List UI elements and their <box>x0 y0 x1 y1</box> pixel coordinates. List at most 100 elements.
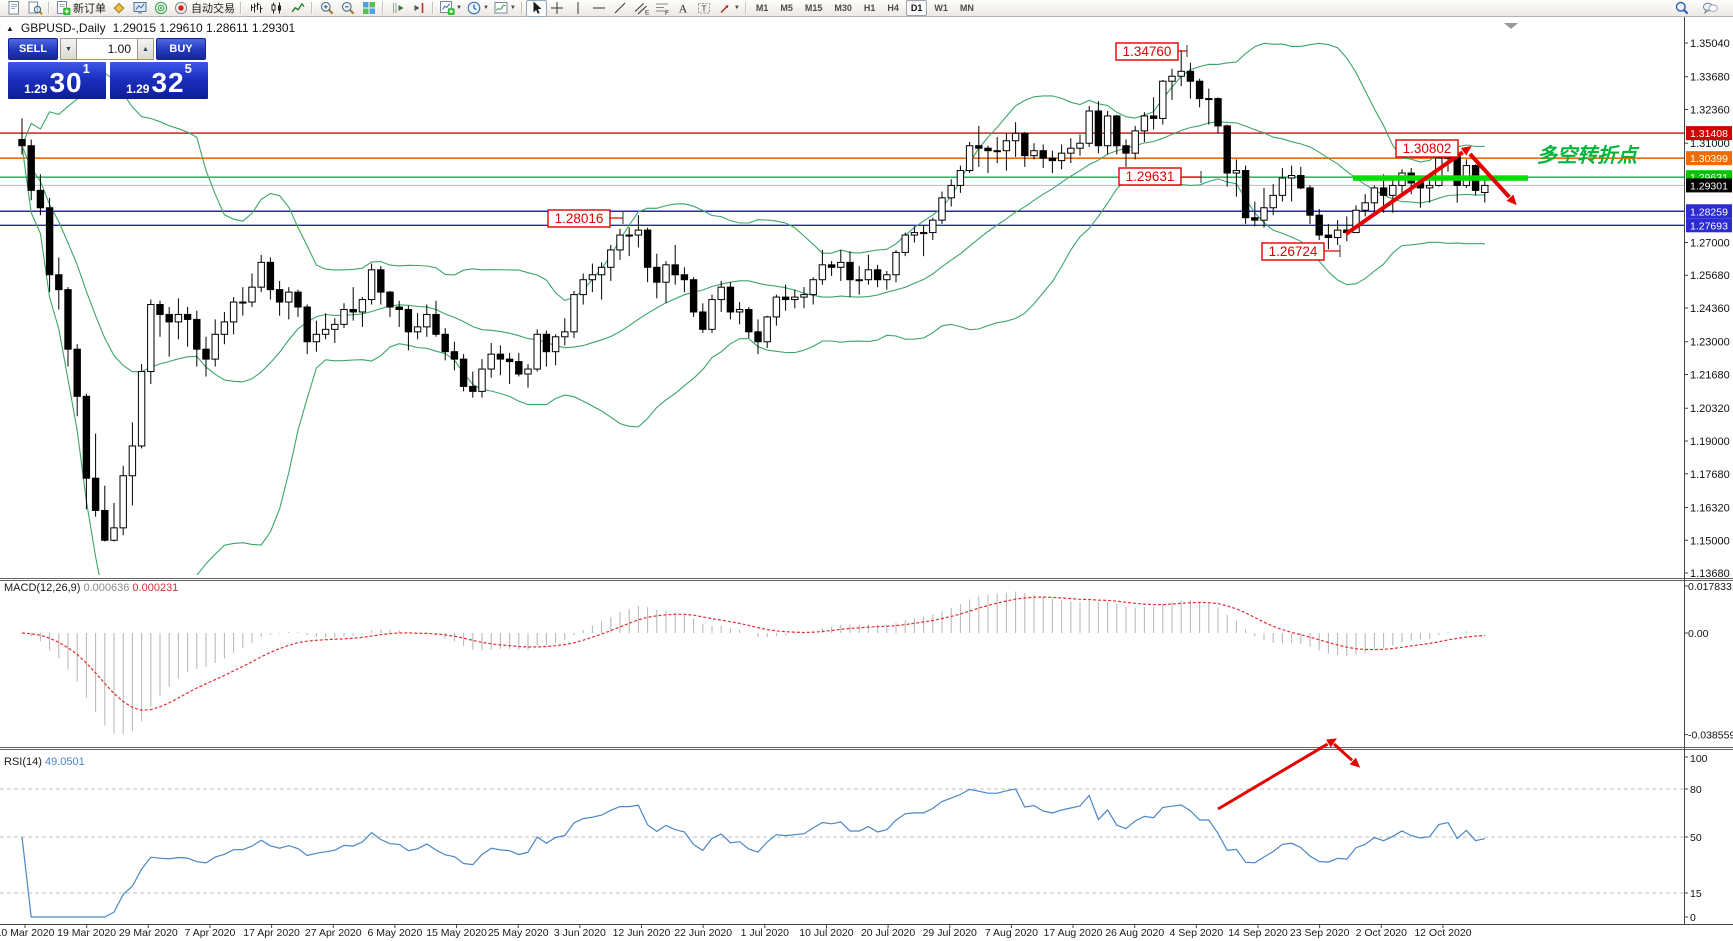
support-label-box[interactable] <box>547 209 611 228</box>
candlestick-chart-button[interactable] <box>266 0 287 17</box>
chart-profiles-button[interactable] <box>24 0 45 17</box>
low-label-box[interactable] <box>1261 242 1325 261</box>
volume-input[interactable]: 1.00 <box>77 38 137 60</box>
new-order-button[interactable]: 新订单 <box>53 0 108 17</box>
toolbar-separator <box>382 2 384 14</box>
rsi-scale[interactable]: 100 80 50 15 0 <box>1684 753 1708 924</box>
trend-down-arrow[interactable] <box>1468 152 1511 199</box>
candle-body <box>1269 194 1277 209</box>
horizontal-level-lines[interactable] <box>0 132 1684 227</box>
timeframe-w1-button[interactable]: W1 <box>934 3 948 13</box>
candle-body <box>193 318 201 350</box>
buy-price-display[interactable]: 1.29 32 5 <box>110 62 208 99</box>
timeframe-h1-button[interactable]: H1 <box>863 3 876 13</box>
time-axis[interactable]: 10 Mar 2020 19 Mar 2020 29 Mar 2020 7 Apr 2… <box>0 924 1472 939</box>
sell-price-display[interactable]: 1.29 30 1 <box>8 62 106 99</box>
volume-down-button[interactable]: ▼ <box>60 38 77 60</box>
autotrading-button[interactable]: 自动交易 <box>171 0 237 17</box>
periods-icon <box>467 1 481 15</box>
chart-shift-marker[interactable] <box>1504 23 1518 29</box>
vertical-line-button[interactable] <box>568 0 589 17</box>
crosshair-button[interactable] <box>547 0 568 17</box>
macd-signal-line <box>21 596 1485 711</box>
zoom-out-button[interactable] <box>337 0 358 17</box>
data-window-button[interactable] <box>129 0 150 17</box>
indicators-button[interactable]: ▼ <box>437 0 464 17</box>
indicators-icon <box>440 1 455 15</box>
text-label-button[interactable]: T <box>694 0 715 17</box>
resistance-label-text: 1.30802 <box>1403 141 1452 156</box>
bar-chart-button[interactable] <box>245 0 266 17</box>
pivot-label-box[interactable] <box>1118 167 1182 186</box>
market-watch-button[interactable] <box>108 0 129 17</box>
candle-body <box>110 527 118 541</box>
new-chart-button[interactable] <box>3 0 24 17</box>
search-button[interactable] <box>1671 0 1692 17</box>
price-badge <box>1686 204 1732 219</box>
periods-button[interactable]: ▼ <box>464 0 491 17</box>
trendline-button[interactable] <box>610 0 631 17</box>
price-badge-label: 1.28259 <box>1690 206 1728 218</box>
timeframe-h4-button[interactable]: H4 <box>887 3 899 13</box>
timeframe-m1-button[interactable]: M1 <box>755 3 769 13</box>
chart-window[interactable]: 1.34760 1.30802 1.29631 1.28016 1.26724 多空转折点… <box>0 17 1733 941</box>
horizontal-line-button[interactable] <box>589 0 610 17</box>
arrows-button[interactable]: ▼ <box>715 0 742 17</box>
candle-body <box>800 294 808 298</box>
rsi-up-arrow-head <box>1326 738 1338 748</box>
rsi-tick-label: 0 <box>1690 912 1696 924</box>
line-chart-button[interactable] <box>287 0 308 17</box>
candle-body <box>956 170 965 186</box>
rsi-tick-label: 15 <box>1690 888 1702 900</box>
chart-shift-button[interactable] <box>408 0 429 17</box>
date-label: 27 Apr 2020 <box>305 927 362 939</box>
candle-body <box>1085 110 1093 144</box>
price-scale[interactable]: 1.35040 1.33680 1.32360 1.31000 1.27000 1.256… <box>1684 38 1732 580</box>
macd-scale[interactable]: 0.017833 0.00 -0.038559 <box>1684 581 1733 742</box>
candle-body <box>551 336 560 353</box>
navigator-button[interactable] <box>150 0 171 17</box>
macd-tick-label: 0.00 <box>1688 628 1709 640</box>
turning-point-note[interactable]: 多空转折点 <box>1537 144 1640 167</box>
zoom-in-button[interactable] <box>316 0 337 17</box>
high-label-box[interactable] <box>1115 42 1179 61</box>
text-button[interactable]: A <box>673 0 694 17</box>
timeframe-m5-button[interactable]: M5 <box>780 3 793 13</box>
timeframe-m15-button[interactable]: M15 <box>804 3 823 13</box>
price-annotations[interactable]: 1.34760 1.30802 1.29631 1.28016 1.26724 <box>547 42 1459 261</box>
sell-button[interactable]: SELL <box>8 38 58 60</box>
candle-body <box>662 264 670 283</box>
cursor-button[interactable] <box>525 0 547 17</box>
collapse-icon[interactable]: ▲ <box>6 23 14 33</box>
candle-body <box>1149 115 1158 119</box>
highlight-band[interactable] <box>1353 175 1528 181</box>
candle-body <box>294 291 302 308</box>
candle-body <box>101 509 109 541</box>
auto-scroll-button[interactable] <box>387 0 408 17</box>
candle-body <box>469 385 477 392</box>
symbol-ohlc: 1.29015 1.29610 1.28611 1.29301 <box>112 21 296 35</box>
chart-canvas[interactable]: 1.34760 1.30802 1.29631 1.28016 1.26724 多空转折点… <box>0 17 1733 941</box>
timeframe-mn-button[interactable]: MN <box>959 3 974 13</box>
equidistant-channel-button[interactable]: E <box>631 0 652 17</box>
candlestick-chart-icon <box>271 2 281 14</box>
timeframe-m30-button[interactable]: M30 <box>834 3 852 13</box>
timeframe-d1-button[interactable]: D1 <box>905 0 928 16</box>
chat-button[interactable] <box>1699 0 1720 17</box>
candle-body <box>892 251 900 276</box>
buy-button[interactable]: BUY <box>156 38 206 60</box>
new-order-icon <box>57 1 71 16</box>
rsi-up-arrow[interactable] <box>1217 742 1329 811</box>
trend-up-arrow[interactable] <box>1344 150 1464 236</box>
svg-text:E: E <box>645 10 649 17</box>
candle-body <box>156 304 164 315</box>
tile-windows-button[interactable] <box>358 0 379 17</box>
templates-button[interactable]: ▼ <box>491 0 518 17</box>
volume-up-button[interactable]: ▲ <box>137 38 154 60</box>
candle-body <box>450 351 459 360</box>
resistance-label-box[interactable] <box>1395 139 1459 158</box>
drawn-arrows[interactable] <box>1217 145 1517 811</box>
rsi-down-arrow[interactable] <box>1332 742 1354 762</box>
fibonacci-button[interactable]: F <box>652 0 673 17</box>
chevron-down-icon: ▼ <box>456 5 462 11</box>
